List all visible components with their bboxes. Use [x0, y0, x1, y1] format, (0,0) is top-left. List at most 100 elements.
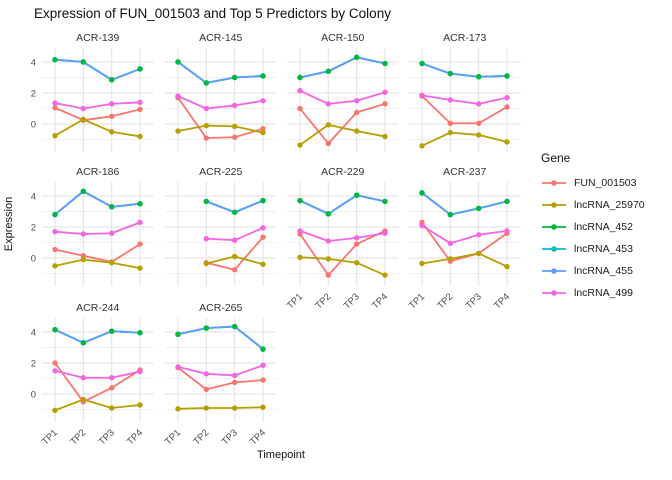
data-point-lncRNA_453	[137, 66, 143, 72]
data-point-lncRNA_499	[381, 230, 388, 236]
data-point-lncRNA_25970	[475, 250, 481, 257]
series-line-lncRNA_452	[54, 328, 141, 344]
data-point-FUN_001503	[260, 234, 266, 240]
data-point-lncRNA_453	[109, 328, 115, 334]
data-point-FUN_001503	[260, 377, 266, 383]
legend-key-line-icon	[542, 268, 566, 274]
data-point-lncRNA_25970	[109, 129, 115, 135]
data-point-lncRNA_452	[503, 73, 510, 79]
data-point-lncRNA_452	[52, 211, 58, 218]
data-point-FUN_001503	[353, 241, 359, 247]
facet-ACR-244: ACR-244 0 2 4 TP1 TP2 TP3 TP4	[31, 302, 154, 447]
series-line-lncRNA_25970	[177, 406, 264, 410]
legend-label: lncRNA_455	[574, 265, 633, 277]
legend-key-line-icon	[542, 246, 566, 252]
data-point-lncRNA_455	[503, 73, 510, 79]
data-point-lncRNA_499	[137, 368, 143, 375]
data-point-lncRNA_25970	[137, 265, 143, 271]
data-point-lncRNA_453	[203, 198, 209, 205]
series-line-lncRNA_25970	[177, 124, 264, 134]
x-tick-label: TP1	[40, 427, 60, 447]
series-line-FUN_001503	[177, 366, 264, 391]
data-point-lncRNA_453	[296, 74, 303, 81]
data-point-lncRNA_452	[80, 188, 86, 195]
y-tick-label: 0	[31, 120, 36, 131]
data-point-lncRNA_452	[325, 211, 331, 217]
data-point-FUN_001503	[447, 258, 453, 264]
data-point-lncRNA_455	[137, 330, 143, 336]
data-point-lncRNA_25970	[203, 260, 209, 267]
series-line-FUN_001503	[298, 102, 386, 145]
data-point-lncRNA_455	[80, 340, 86, 346]
data-point-lncRNA_455	[325, 68, 331, 74]
data-point-FUN_001503	[296, 231, 303, 237]
data-point-lncRNA_453	[325, 211, 331, 217]
data-point-lncRNA_25970	[447, 256, 453, 262]
data-point-lncRNA_499	[260, 225, 266, 231]
data-point-lncRNA_499	[260, 98, 266, 104]
data-point-lncRNA_499	[418, 222, 425, 229]
data-point-lncRNA_453	[418, 60, 425, 67]
x-tick-label: TP1	[407, 291, 427, 311]
y-tick-label: 2	[31, 223, 36, 234]
data-point-FUN_001503	[381, 228, 388, 234]
data-point-lncRNA_455	[447, 70, 453, 77]
data-point-lncRNA_452	[80, 340, 86, 346]
data-point-lncRNA_455	[381, 60, 388, 67]
data-point-lncRNA_452	[296, 197, 303, 204]
data-point-lncRNA_452	[475, 205, 481, 212]
data-point-lncRNA_455	[137, 201, 143, 207]
data-point-lncRNA_25970	[232, 253, 238, 260]
data-point-lncRNA_499	[447, 240, 453, 247]
data-point-FUN_001503	[52, 246, 58, 253]
series-line-lncRNA_25970	[205, 255, 264, 266]
data-point-lncRNA_455	[503, 198, 510, 205]
data-point-lncRNA_452	[260, 346, 266, 352]
data-point-lncRNA_455	[109, 77, 115, 83]
data-point-lncRNA_453	[260, 346, 266, 352]
x-tick-label: TP4	[125, 427, 145, 447]
legend-item: lncRNA_455	[541, 263, 645, 279]
data-point-FUN_001503	[503, 230, 510, 236]
data-point-lncRNA_452	[381, 60, 388, 67]
data-point-lncRNA_452	[296, 74, 303, 81]
data-point-lncRNA_455	[175, 331, 181, 337]
legend-items: FUN_001503 lncRNA_25970 lncRNA_452 lncRNA_4…	[541, 175, 645, 301]
series-line-lncRNA_453	[298, 56, 386, 79]
data-point-lncRNA_455	[447, 211, 453, 218]
data-point-lncRNA_25970	[503, 139, 510, 145]
data-point-lncRNA_453	[381, 60, 388, 67]
series-line-lncRNA_453	[298, 194, 386, 215]
data-point-lncRNA_452	[52, 326, 58, 333]
data-point-lncRNA_25970	[296, 142, 303, 148]
data-point-lncRNA_25970	[418, 143, 425, 149]
data-point-lncRNA_453	[503, 198, 510, 205]
series-line-lncRNA_455	[177, 325, 264, 350]
data-point-lncRNA_452	[260, 73, 266, 79]
data-point-lncRNA_25970	[353, 260, 359, 266]
data-point-lncRNA_455	[109, 328, 115, 334]
data-point-lncRNA_453	[80, 188, 86, 195]
data-point-lncRNA_455	[52, 211, 58, 218]
series-line-lncRNA_453	[420, 191, 508, 216]
data-point-lncRNA_499	[109, 101, 115, 107]
data-point-lncRNA_453	[447, 211, 453, 218]
data-point-lncRNA_25970	[52, 407, 58, 414]
legend-key-line-icon	[542, 180, 566, 186]
x-tick-label: TP2	[191, 427, 211, 447]
series-line-lncRNA_452	[54, 58, 141, 81]
facet-ACR-173: ACR-173	[408, 32, 520, 152]
series-line-lncRNA_25970	[420, 131, 508, 147]
series-line-FUN_001503	[420, 95, 508, 125]
data-point-lncRNA_25970	[137, 402, 143, 408]
data-point-lncRNA_25970	[260, 404, 266, 410]
series-line-lncRNA_499	[205, 226, 264, 242]
data-point-lncRNA_499	[353, 235, 359, 241]
data-point-lncRNA_452	[232, 74, 238, 81]
facet-ACR-265: ACR-265 TP1 TP2 TP3 TP4	[163, 302, 277, 447]
data-point-lncRNA_452	[475, 74, 481, 80]
data-point-lncRNA_453	[260, 197, 266, 204]
data-point-lncRNA_25970	[353, 128, 359, 134]
data-point-FUN_001503	[232, 379, 238, 386]
y-tick-label: 2	[31, 89, 36, 100]
